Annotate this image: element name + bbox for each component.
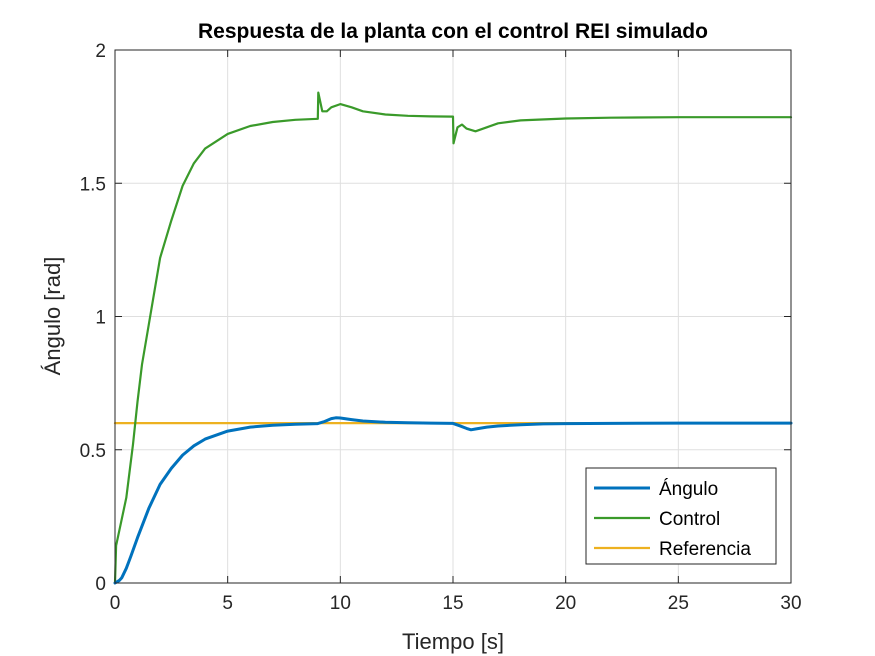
legend: Ángulo Control Referencia — [585, 467, 777, 565]
legend-label-referencia: Referencia — [659, 539, 751, 560]
series-line-control — [113, 91, 793, 585]
series-layer — [113, 91, 793, 585]
chart-title: Respuesta de la planta con el control RE… — [198, 20, 708, 43]
x-tick-label: 0 — [110, 593, 121, 614]
tick-labels: 0 5 10 15 20 25 30 0 0.5 1 1.5 2 — [80, 41, 802, 614]
legend-label-angulo: Ángulo — [659, 479, 718, 500]
y-tick-label: 0 — [95, 574, 106, 595]
x-axis-label: Tiempo [s] — [402, 629, 504, 654]
x-tick-label: 25 — [668, 593, 689, 614]
y-tick-label: 1 — [95, 308, 106, 329]
y-tick-label: 1.5 — [80, 174, 106, 195]
legend-label-control: Control — [659, 509, 720, 530]
y-axis-label: Ángulo [rad] — [40, 257, 65, 376]
x-tick-label: 15 — [442, 593, 463, 614]
x-tick-label: 20 — [555, 593, 576, 614]
x-tick-label: 30 — [780, 593, 801, 614]
tick-marks — [114, 49, 792, 584]
x-tick-label: 5 — [222, 593, 233, 614]
y-tick-label: 0.5 — [80, 441, 106, 462]
y-tick-label: 2 — [95, 41, 106, 62]
x-tick-label: 10 — [330, 593, 351, 614]
series-line-angulo — [113, 416, 793, 585]
